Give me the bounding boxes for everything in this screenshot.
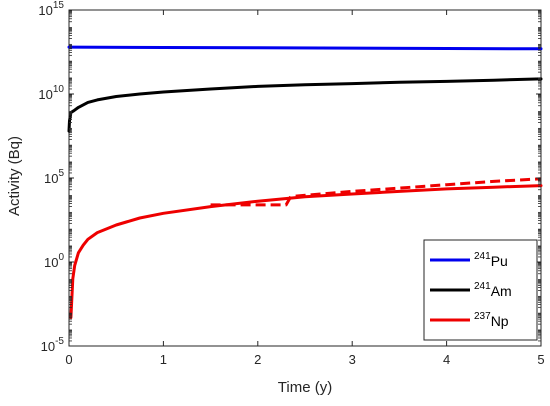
x-axis-label: Time (y) (278, 379, 332, 396)
x-tick-label: 2 (254, 352, 261, 367)
y-axis-label: Activity (Bq) (6, 136, 23, 216)
series-line-np-dashed (210, 177, 542, 207)
x-tick-label: 1 (160, 352, 167, 367)
y-tick-label: 1010 (38, 84, 64, 102)
x-tick-label: 5 (537, 352, 544, 367)
y-tick-label: 100 (44, 252, 64, 270)
x-tick-label: 4 (443, 352, 450, 367)
y-tick-label: 10-5 (41, 336, 65, 354)
series-layer (67, 45, 543, 319)
y-tick-label: 1015 (38, 0, 64, 18)
ticks-layer: 0 1 2 3 4 5 10-5 100 105 1010 1015 (38, 0, 544, 367)
legend-entry-pu: 241Pu (474, 251, 508, 269)
x-tick-label: 3 (349, 352, 356, 367)
y-tick-label: 105 (44, 168, 64, 186)
legend: 241Pu 241Am 237Np (423, 239, 538, 341)
legend-entry-am: 241Am (474, 281, 512, 299)
x-tick-label: 0 (65, 352, 72, 367)
series-line-np (69, 184, 543, 319)
legend-entry-np: 237Np (474, 311, 509, 329)
series-line-am (67, 77, 543, 133)
series-line-pu (67, 45, 543, 51)
